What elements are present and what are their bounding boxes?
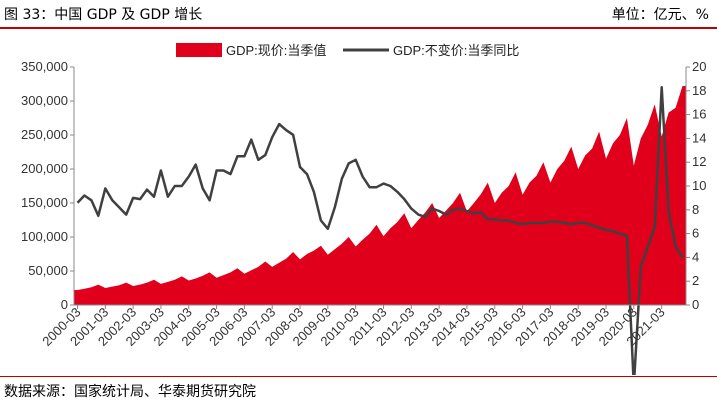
legend-label-area: GDP:现价:当季值 [226, 43, 326, 58]
legend: GDP:现价:当季值 GDP:不变价:当季同比 [176, 43, 519, 58]
gdp-chart: GDP:现价:当季值 GDP:不变价:当季同比 0 50,000 100,000 15… [21, 43, 706, 375]
series-line-gdp-growth [76, 85, 684, 375]
y-right-tick-label: 4 [692, 249, 699, 264]
figure-title: 图 33：中国 GDP 及 GDP 增长 [4, 7, 203, 23]
y-left-tick-label: 300,000 [21, 93, 68, 108]
y-right-tick-label: 18 [692, 83, 706, 98]
bottom-rule [0, 376, 717, 377]
y-right-tick-label: 2 [692, 273, 699, 288]
y-right-tick-label: 16 [692, 107, 706, 122]
y-left-tick-label: 50,000 [28, 263, 68, 278]
y-right-tick-label: 8 [692, 202, 699, 217]
legend-label-line: GDP:不变价:当季同比 [393, 43, 519, 58]
y-right-tick-label: 6 [692, 226, 699, 241]
y-right-tick-label: 10 [692, 178, 706, 193]
units-label: 单位：亿元、% [611, 7, 709, 23]
y-right-tick-label: 12 [692, 154, 706, 169]
y-right-tick-label: 14 [692, 130, 706, 145]
source-note: 数据来源：国家统计局、华泰期货研究院 [4, 384, 256, 400]
y-right-tick-label: 20 [692, 59, 706, 74]
plot-area: 0 50,000 100,000 150,000 200,000 250,000 300,0… [21, 59, 706, 375]
y-left-tick-label: 100,000 [21, 229, 68, 244]
y-left-tick-label: 350,000 [21, 59, 68, 74]
y-left-tick-label: 250,000 [21, 127, 68, 142]
y-right-tick-label: 0 [692, 297, 699, 312]
y-left-tick-label: 200,000 [21, 161, 68, 176]
series-area-gdp-current [74, 86, 686, 305]
top-rule [0, 27, 717, 29]
y-left-tick-label: 150,000 [21, 195, 68, 210]
y-left-tick-label: 0 [61, 297, 68, 312]
legend-swatch-area [176, 43, 222, 57]
